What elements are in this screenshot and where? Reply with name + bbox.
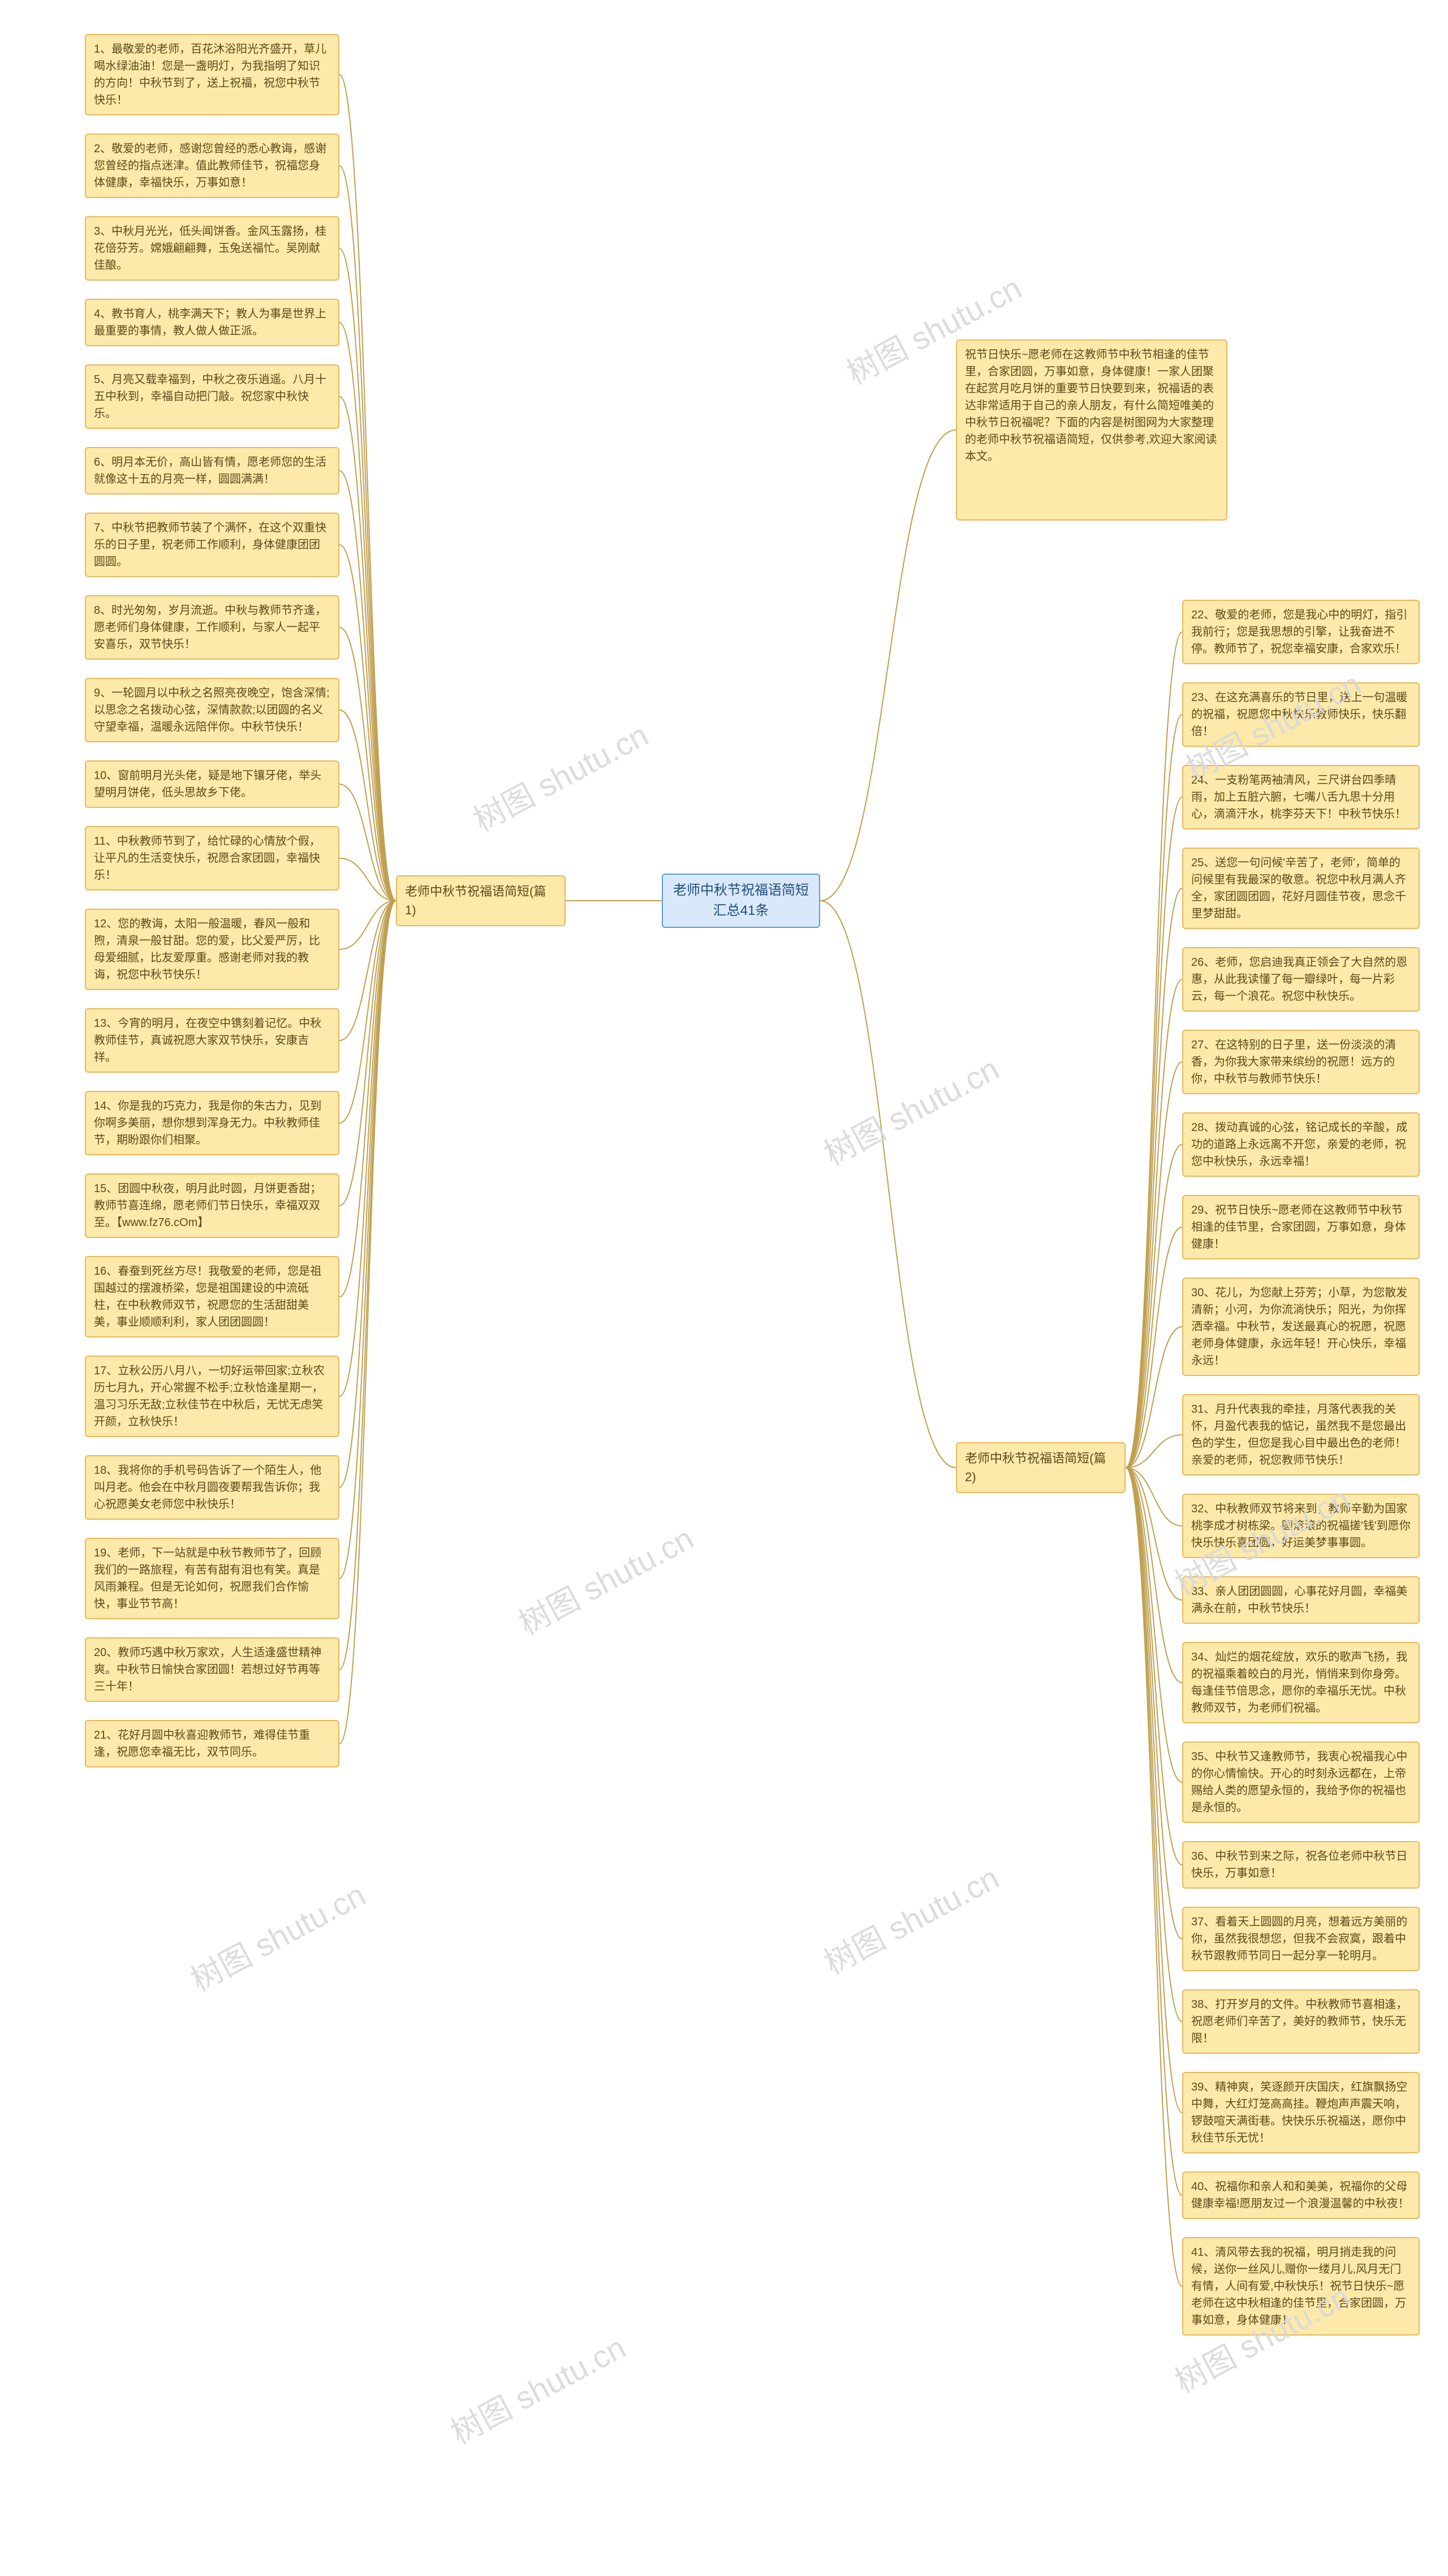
leaf-node: 16、春蚕到死丝方尽！我敬爱的老师，您是祖国越过的摆渡桥梁，您是祖国建设的中流砥… <box>85 1256 339 1338</box>
leaf-node: 15、团圆中秋夜，明月此时圆，月饼更香甜；教师节喜连绵，愿老师们节日快乐，幸福双… <box>85 1173 339 1238</box>
leaf-node: 8、时光匆匆，岁月流逝。中秋与教师节齐逢，愿老师们身体健康，工作顺利，与家人一起… <box>85 595 339 660</box>
leaf-node: 25、送您一句问候'辛苦了，老师'，简单的问候里有我最深的敬意。祝您中秋月满人齐… <box>1182 848 1420 929</box>
leaf-node: 1、最敬爱的老师，百花沐浴阳光齐盛开，草儿喝水绿油油！您是一盏明灯，为我指明了知… <box>85 34 339 115</box>
leaf-node: 28、拨动真诚的心弦，铭记成长的辛酸，成功的道路上永远离不开您，亲爱的老师，祝您… <box>1182 1112 1420 1177</box>
leaf-node: 6、明月本无价，高山皆有情，愿老师您的生活就像这十五的月亮一样，圆圆满满！ <box>85 447 339 494</box>
leaf-node: 3、中秋月光光，低头闻饼香。金风玉露扬，桂花倍芬芳。嫦娥翩翩舞，玉兔送福忙。吴刚… <box>85 216 339 281</box>
branch-node-1: 老师中秋节祝福语简短(篇1) <box>396 875 566 926</box>
leaf-node: 7、中秋节把教师节装了个满怀，在这个双重快乐的日子里，祝老师工作顺利，身体健康团… <box>85 513 339 577</box>
leaf-node: 24、一支粉笔两袖清风，三尺讲台四季晴雨，加上五脏六腑，七嘴八舌九思十分用心，滴… <box>1182 765 1420 829</box>
leaf-node: 38、打开岁月的文件。中秋教师节喜相逢，祝愿老师们辛苦了，美好的教师节，快乐无限… <box>1182 1989 1420 2054</box>
leaf-node: 37、看着天上圆圆的月亮，想着远方美丽的你，虽然我很想您，但我不会寂寞，跟着中秋… <box>1182 1907 1420 1971</box>
leaf-node: 32、中秋教师双节将来到，教师辛勤为国家桃李成才树栋梁。圆滚滚的祝福搓'钱'到愿… <box>1182 1494 1420 1558</box>
leaf-node: 14、你是我的巧克力，我是你的朱古力，见到你啊多美丽，想你想到浑身无力。中秋教师… <box>85 1091 339 1155</box>
leaf-node: 20、教师巧遇中秋万家欢，人生适逢盛世精神爽。中秋节日愉快合家团圆！若想过好节再… <box>85 1637 339 1702</box>
leaf-node: 21、花好月圆中秋喜迎教师节，难得佳节重逢，祝愿您幸福无比，双节同乐。 <box>85 1720 339 1767</box>
leaf-node: 40、祝福你和亲人和和美美，祝福你的父母健康幸福!愿朋友过一个浪漫温馨的中秋夜！ <box>1182 2171 1420 2219</box>
leaf-node: 17、立秋公历八月八，一切好运带回家;立秋农历七月九，开心常握不松手;立秋恰逢星… <box>85 1356 339 1437</box>
leaf-node: 2、敬爱的老师，感谢您曾经的悉心教诲，感谢您曾经的指点迷津。值此教师佳节，祝福您… <box>85 134 339 198</box>
leaf-node: 12、您的教诲，太阳一般温暖，春风一般和煦，清泉一般甘甜。您的爱，比父爱严厉，比… <box>85 909 339 990</box>
mindmap-canvas: 老师中秋节祝福语简短汇总41条 祝节日快乐~愿老师在这教师节中秋节相逢的佳节里，… <box>0 0 1448 2576</box>
leaf-node: 34、灿烂的烟花绽放，欢乐的歌声飞扬，我的祝福乘着皎白的月光，悄悄来到你身旁。每… <box>1182 1642 1420 1723</box>
leaf-node: 23、在这充满喜乐的节日里，送上一句温暖的祝福，祝愿您中秋快乐教师快乐，快乐翻倍… <box>1182 682 1420 747</box>
leaf-node: 18、我将你的手机号码告诉了一个陌生人，他叫月老。他会在中秋月圆夜要帮我告诉你；… <box>85 1455 339 1520</box>
leaf-node: 9、一轮圆月以中秋之名照亮夜晚空，饱含深情;以思念之名拨动心弦，深情款款;以团圆… <box>85 678 339 742</box>
leaf-node: 13、今宵的明月，在夜空中镌刻着记忆。中秋教师佳节，真诚祝愿大家双节快乐，安康吉… <box>85 1008 339 1073</box>
intro-node: 祝节日快乐~愿老师在这教师节中秋节相逢的佳节里，合家团圆，万事如意，身体健康！一… <box>956 339 1227 521</box>
leaf-node: 5、月亮又载幸福到，中秋之夜乐逍遥。八月十五中秋到，幸福自动把门敲。祝您家中秋快… <box>85 364 339 429</box>
watermark: 树图 shutu.cn <box>182 1870 373 2001</box>
leaf-node: 35、中秋节又逢教师节，我衷心祝福我心中的你心情愉快。开心的时刻永远都在，上帝赐… <box>1182 1741 1420 1823</box>
leaf-node: 26、老师，您启迪我真正领会了大自然的恩惠，从此我读懂了每一瓣绿叶，每一片彩云，… <box>1182 947 1420 1012</box>
leaf-node: 39、精神爽，笑逐颜开庆国庆，红旗飘扬空中舞，大红灯笼高高挂。鞭炮声声震天响，锣… <box>1182 2072 1420 2153</box>
leaf-node: 41、清风带去我的祝福，明月捎走我的问候，送你一丝风儿,赠你一缕月儿,风月无门有… <box>1182 2237 1420 2336</box>
watermark: 树图 shutu.cn <box>510 1513 701 1644</box>
watermark: 树图 shutu.cn <box>464 710 656 841</box>
root-node: 老师中秋节祝福语简短汇总41条 <box>662 874 820 928</box>
watermark: 树图 shutu.cn <box>442 2323 633 2453</box>
leaf-node: 31、月升代表我的牵挂，月落代表我的关怀，月盈代表我的惦记，虽然我不是您最出色的… <box>1182 1394 1420 1476</box>
leaf-node: 27、在这特别的日子里，送一份淡淡的清香，为你我大家带来缤纷的祝愿！远方的你，中… <box>1182 1030 1420 1094</box>
watermark: 树图 shutu.cn <box>815 1853 1006 1984</box>
leaf-node: 22、敬爱的老师，您是我心中的明灯，指引我前行；您是我思想的引擎，让我奋进不停。… <box>1182 600 1420 664</box>
watermark: 树图 shutu.cn <box>815 1044 1006 1175</box>
branch-node-2: 老师中秋节祝福语简短(篇2) <box>956 1442 1126 1493</box>
leaf-node: 19、老师，下一站就是中秋节教师节了，回顾我们的一路旅程，有苦有甜有泪也有笑。真… <box>85 1538 339 1619</box>
leaf-node: 29、祝节日快乐~愿老师在这教师节中秋节相逢的佳节里，合家团圆，万事如意，身体健… <box>1182 1195 1420 1259</box>
leaf-node: 33、亲人团团圆圆，心事花好月圆，幸福美满永在前，中秋节快乐！ <box>1182 1576 1420 1624</box>
leaf-node: 36、中秋节到来之际，祝各位老师中秋节日快乐，万事如意！ <box>1182 1841 1420 1889</box>
leaf-node: 11、中秋教师节到了，给忙碌的心情放个假，让平凡的生活变快乐，祝愿合家团圆，幸福… <box>85 826 339 891</box>
leaf-node: 4、教书育人，桃李满天下；教人为事是世界上最重要的事情，教人做人做正派。 <box>85 299 339 346</box>
leaf-node: 30、花儿，为您献上芬芳；小草，为您散发清新；小河，为你流淌快乐；阳光，为你挥洒… <box>1182 1278 1420 1376</box>
leaf-node: 10、窗前明月光头佬，疑是地下镶牙佬，举头望明月饼佬，低头思故乡下佬。 <box>85 760 339 808</box>
